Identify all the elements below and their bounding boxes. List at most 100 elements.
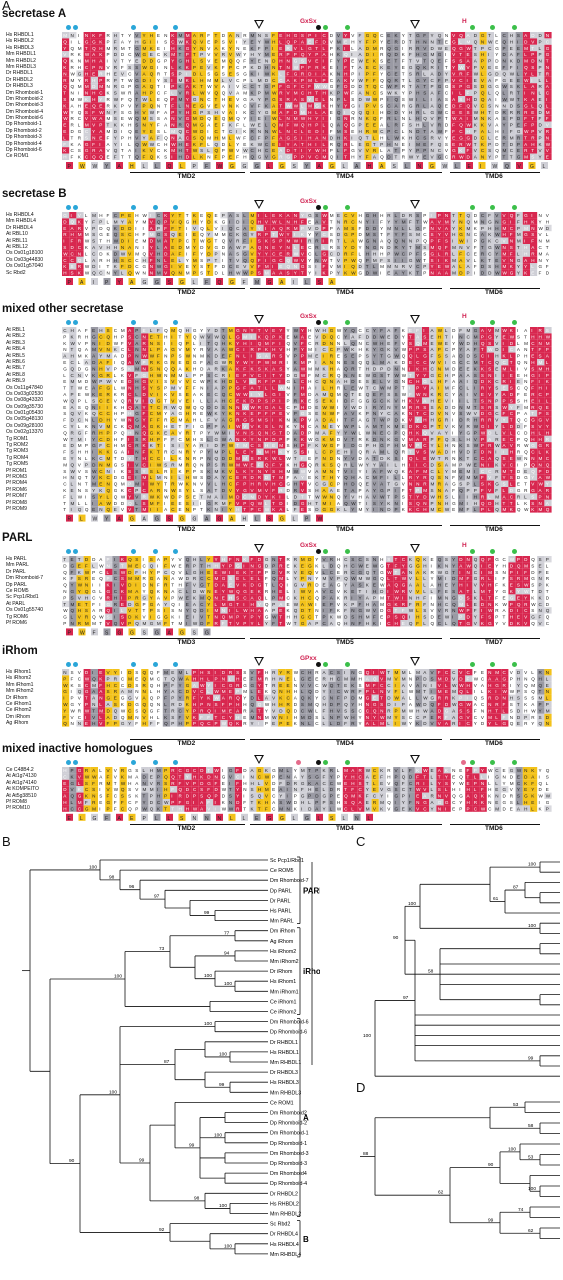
svg-text:P: P [539, 135, 542, 140]
svg-text:D: D [459, 271, 463, 276]
svg-text:W: W [323, 84, 328, 89]
svg-text:P: P [323, 78, 326, 83]
svg-text:G: G [524, 103, 528, 108]
svg-text:T: T [107, 123, 110, 128]
svg-text:N: N [531, 91, 534, 96]
svg-text:I: I [351, 135, 352, 140]
svg-text:N: N [495, 219, 498, 224]
svg-text:V: V [171, 392, 175, 397]
svg-text:D: D [351, 245, 355, 250]
svg-text:M: M [337, 39, 341, 44]
svg-text:G: G [416, 33, 420, 38]
svg-text:T: T [71, 386, 74, 391]
svg-text:T: T [200, 84, 203, 89]
svg-text:W: W [488, 39, 493, 44]
svg-text:L: L [323, 245, 326, 250]
svg-text:P: P [222, 148, 225, 153]
svg-text:M: M [157, 271, 161, 276]
svg-text:D: D [330, 135, 334, 140]
svg-text:K: K [481, 142, 485, 147]
svg-text:H: H [186, 110, 189, 115]
svg-text:F: F [85, 430, 88, 435]
svg-text:M: M [452, 245, 456, 250]
svg-text:A: A [128, 245, 132, 250]
svg-text:L: L [474, 258, 477, 263]
svg-text:D: D [294, 110, 298, 115]
svg-text:L: L [517, 71, 520, 76]
svg-text:M: M [107, 129, 111, 134]
svg-text:Q: Q [524, 65, 528, 70]
svg-text:S: S [474, 84, 477, 89]
svg-text:D: D [99, 226, 103, 231]
svg-text:N: N [171, 135, 174, 140]
svg-text:E: E [468, 164, 472, 170]
svg-text:C: C [539, 245, 543, 250]
svg-text:I: I [222, 258, 223, 263]
conserved-residue-marker [323, 320, 328, 325]
svg-text:C: C [114, 424, 118, 429]
svg-text:G: G [445, 84, 449, 89]
svg-text:P: P [438, 213, 441, 218]
svg-text:P: P [121, 135, 124, 140]
svg-text:N: N [107, 84, 110, 89]
sequence-name: Dr RHBDL3 [6, 83, 33, 90]
svg-text:G: G [495, 46, 499, 51]
svg-text:N: N [85, 418, 88, 423]
svg-text:E: E [452, 110, 455, 115]
svg-text:Q: Q [395, 239, 399, 244]
svg-text:M: M [207, 135, 211, 140]
svg-text:N: N [459, 245, 462, 250]
svg-text:Y: Y [265, 251, 268, 256]
svg-text:E: E [171, 424, 174, 429]
svg-text:Q: Q [164, 97, 168, 102]
svg-text:K: K [337, 46, 341, 51]
svg-text:P: P [200, 456, 203, 461]
svg-text:E: E [200, 213, 203, 218]
svg-text:P: P [135, 488, 138, 493]
splice-site-triangle-icon [254, 657, 264, 666]
svg-text:P: P [171, 110, 174, 115]
conserved-residue-marker [490, 549, 495, 554]
svg-text:N: N [186, 103, 189, 108]
svg-text:I: I [128, 450, 129, 455]
svg-text:I: I [344, 264, 345, 269]
svg-text:L: L [107, 494, 110, 499]
svg-text:K: K [207, 354, 211, 359]
svg-text:N: N [546, 135, 549, 140]
tmd-underline [130, 524, 245, 526]
svg-text:S: S [179, 392, 182, 397]
tree-leaf-label: Dm Rhomboid2 [270, 1111, 307, 1117]
svg-text:Q: Q [150, 84, 154, 89]
svg-text:Y: Y [366, 219, 369, 224]
svg-text:I: I [452, 91, 453, 96]
svg-text:I: I [344, 46, 345, 51]
svg-text:F: F [63, 450, 66, 455]
svg-text:M: M [157, 475, 161, 480]
svg-text:V: V [337, 258, 341, 263]
svg-text:V: V [207, 347, 211, 352]
svg-text:D: D [402, 39, 406, 44]
svg-text:D: D [99, 418, 103, 423]
svg-text:L: L [405, 164, 408, 170]
svg-text:H: H [78, 65, 81, 70]
svg-text:A: A [431, 91, 435, 96]
svg-text:D: D [474, 135, 478, 140]
svg-text:S: S [200, 264, 203, 269]
svg-text:A: A [63, 392, 67, 397]
clade-group-label: PARL [303, 886, 320, 895]
svg-text:T: T [445, 65, 448, 70]
svg-text:M: M [452, 258, 456, 263]
svg-text:W: W [459, 155, 464, 160]
svg-text:I: I [467, 116, 468, 121]
svg-text:E: E [150, 129, 153, 134]
svg-text:Y: Y [251, 59, 254, 64]
svg-text:L: L [279, 71, 282, 76]
tree-leaf-label: Ag iRhom [270, 939, 294, 945]
svg-text:Q: Q [85, 405, 89, 410]
svg-text:R: R [402, 155, 406, 160]
svg-text:N: N [92, 424, 95, 429]
svg-text:L: L [243, 123, 246, 128]
svg-text:P: P [409, 251, 412, 256]
svg-text:C: C [416, 135, 420, 140]
svg-text:Q: Q [193, 462, 197, 467]
